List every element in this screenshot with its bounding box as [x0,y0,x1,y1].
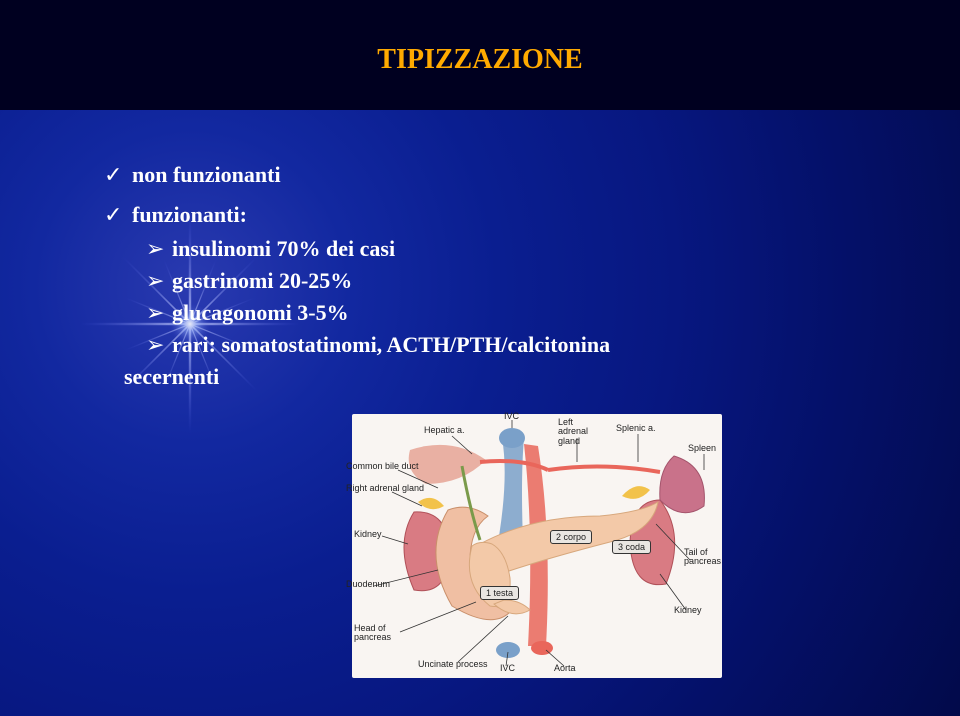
bullet-l2: ➢insulinomi 70% dei casi [146,236,920,262]
bullet-wrap-line: secernenti [124,364,920,390]
bullet-text: rari: somatostatinomi, ACTH/PTH/calciton… [172,332,610,357]
checkmark-icon: ✓ [104,162,132,188]
arrow-icon: ➢ [146,268,172,294]
label-aorta: Aorta [554,664,576,673]
label-kidney-left: Kidney [354,530,382,539]
label-spleen: Spleen [688,444,716,453]
bullet-text: funzionanti: [132,202,247,227]
label-ivc-top: IVC [504,412,519,421]
label-uncinate: Uncinate process [418,660,488,669]
bullet-l2: ➢glucagonomi 3-5% [146,300,920,326]
label-right-adrenal: Right adrenal gland [346,484,424,493]
bullet-l2: ➢gastrinomi 20-25% [146,268,920,294]
pancreas-region-2: 2 corpo [550,530,592,544]
arrow-icon: ➢ [146,300,172,326]
checkmark-icon: ✓ [104,202,132,228]
anatomy-figure: IVC Hepatic a. Left adrenal gland Spleni… [352,414,722,678]
bullet-l1: ✓non funzionanti [104,162,920,188]
slide: TIPIZZAZIONE ✓non funzionanti ✓funzionan… [0,0,960,716]
sub-bullets: ➢insulinomi 70% dei casi ➢gastrinomi 20-… [146,236,920,358]
arrow-icon: ➢ [146,332,172,358]
content-area: ✓non funzionanti ✓funzionanti: ➢insulino… [104,148,920,390]
bullet-text: non funzionanti [132,162,281,187]
bullet-l1: ✓funzionanti: [104,202,920,228]
label-head-of-pancreas: Head of pancreas [354,624,391,643]
bullet-text: gastrinomi 20-25% [172,268,352,293]
anatomy-svg [352,414,722,678]
label-hepatic-a: Hepatic a. [424,426,465,435]
slide-title: TIPIZZAZIONE [0,44,960,76]
pancreas-region-3: 3 coda [612,540,651,554]
bullet-text: glucagonomi 3-5% [172,300,349,325]
label-ivc-bottom: IVC [500,664,515,673]
label-left-adrenal: Left adrenal gland [558,418,588,446]
label-duodenum: Duodenum [346,580,390,589]
pancreas-region-1: 1 testa [480,586,519,600]
bullet-l2: ➢rari: somatostatinomi, ACTH/PTH/calcito… [146,332,920,358]
label-splenic-a: Splenic a. [616,424,656,433]
label-tail-pancreas: Tail of pancreas [684,548,721,567]
arrow-icon: ➢ [146,236,172,262]
label-common-bile-duct: Common bile duct [346,462,419,471]
label-kidney-right: Kidney [674,606,702,615]
bullet-text: insulinomi 70% dei casi [172,236,395,261]
